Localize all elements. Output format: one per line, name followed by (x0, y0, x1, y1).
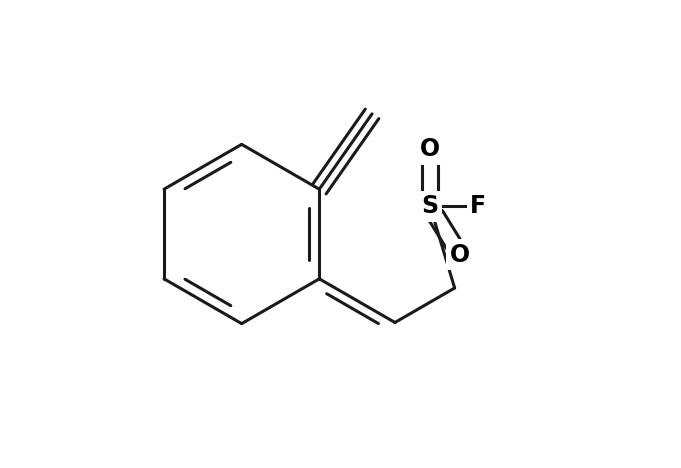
Text: O: O (450, 243, 470, 267)
Text: F: F (471, 194, 486, 219)
Text: O: O (420, 137, 440, 161)
Text: S: S (422, 194, 439, 219)
